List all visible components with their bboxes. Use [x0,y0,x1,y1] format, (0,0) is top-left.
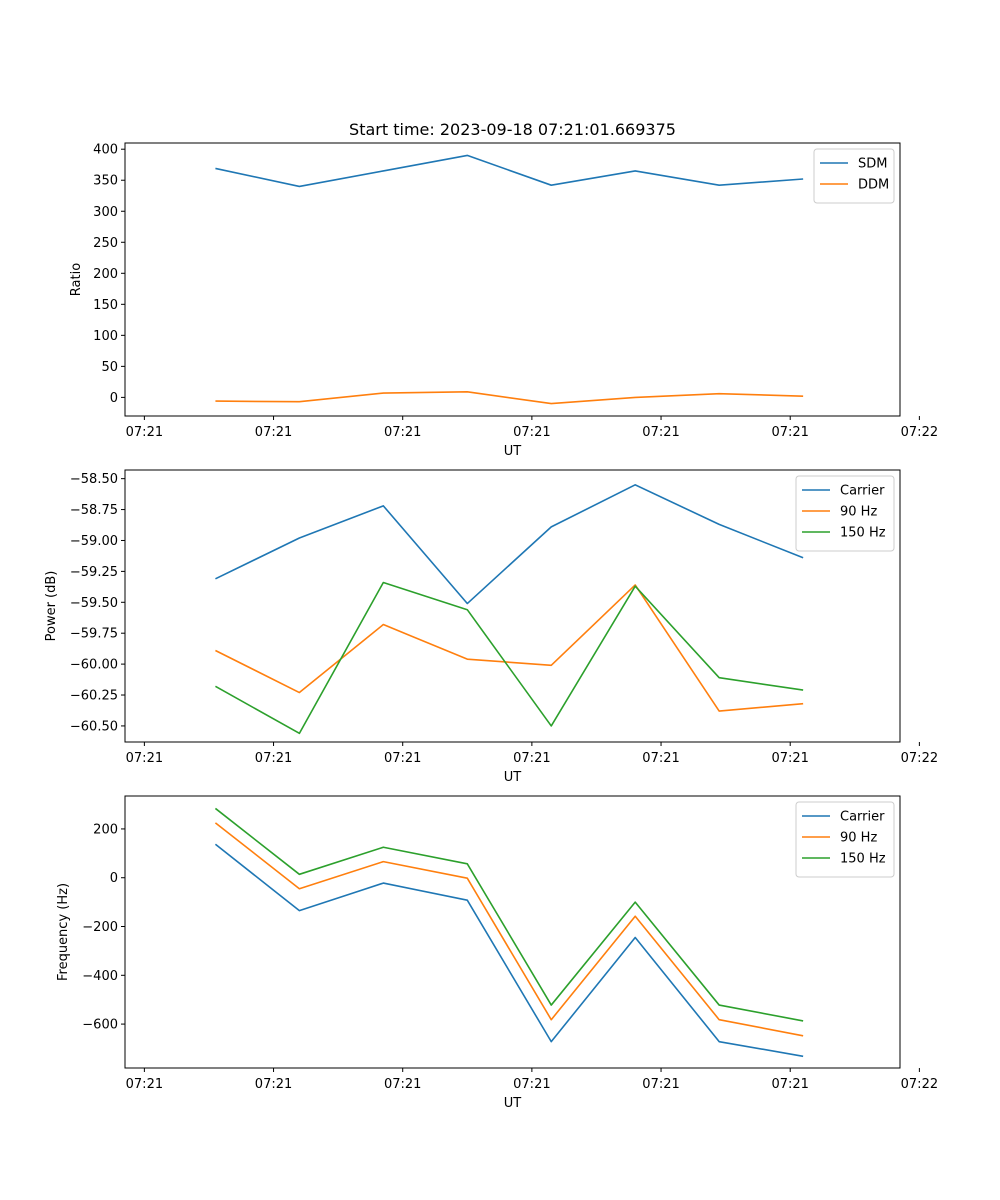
x-tick-label: 07:21 [126,425,163,440]
series-line-150-hz [215,581,804,735]
x-tick-label: 07:21 [642,425,679,440]
x-axis-label: UT [504,770,522,785]
y-tick-label: −60.00 [70,658,118,673]
x-tick-label: 07:21 [126,1077,163,1092]
y-tick-label: −58.75 [70,503,118,518]
y-tick-label: 300 [93,205,118,220]
series-line-carrier [214,843,804,1058]
y-tick-label: 350 [93,174,118,189]
x-tick-label: 07:22 [901,1077,938,1092]
chart-panel-3: 07:21 07:21 07:21 07:21 07:21 07:21 07:22 −600 −… [56,795,938,1111]
legend: Carrier 90 Hz 150 Hz [795,475,895,552]
legend-entry: 90 Hz [840,505,877,520]
legend-entry: 150 Hz [840,852,886,867]
legend-entry: 90 Hz [840,831,877,846]
legend-entry: 150 Hz [840,526,886,541]
legend-entry: Carrier [840,484,885,499]
series-line-90-hz [214,822,804,1037]
y-tick-label: 0 [110,871,118,886]
y-tick-label: −59.25 [70,565,118,580]
x-tick-label: 07:21 [513,1077,550,1092]
series-line-sdm [215,154,804,188]
x-tick-label: 07:22 [901,425,938,440]
y-tick-label: 0 [110,391,118,406]
x-tick-label: 07:21 [255,425,292,440]
y-axis-label: Frequency (Hz) [56,883,71,981]
plot-frame [124,142,901,417]
x-tick-label: 07:21 [771,751,808,766]
x-tick-label: 07:21 [642,751,679,766]
y-tick-label: −59.00 [70,534,118,549]
x-axis-label: UT [504,1096,522,1111]
series-line-150-hz [214,807,804,1022]
legend: SDM DDM [813,148,895,204]
series-line-90-hz [215,584,804,712]
x-tick-label: 07:21 [513,425,550,440]
y-tick-label: −60.25 [70,689,118,704]
y-tick-label: −59.50 [70,596,118,611]
x-tick-label: 07:22 [901,751,938,766]
legend-entry: Carrier [840,810,885,825]
y-tick-label: −400 [82,969,118,984]
series-line-carrier [215,484,804,605]
y-axis-label: Power (dB) [44,571,59,642]
y-tick-label: −200 [82,920,118,935]
legend-entry: SDM [858,157,887,172]
x-tick-label: 07:21 [126,751,163,766]
chart-panel-2: 07:21 07:21 07:21 07:21 07:21 07:21 07:22 −60.5… [44,469,938,785]
y-tick-label: 100 [93,329,118,344]
y-tick-label: 400 [93,143,118,158]
x-tick-label: 07:21 [255,751,292,766]
y-tick-label: −600 [82,1018,118,1033]
y-tick-label: 50 [101,360,118,375]
plot-frame [124,469,901,743]
x-tick-label: 07:21 [771,1077,808,1092]
x-tick-label: 07:21 [384,1077,421,1092]
x-tick-label: 07:21 [513,751,550,766]
y-tick-label: −60.50 [70,719,118,734]
legend: Carrier 90 Hz 150 Hz [795,801,895,878]
y-tick-label: 150 [93,298,118,313]
y-axis-label: Ratio [69,263,84,296]
y-tick-label: −59.75 [70,627,118,642]
plot-frame [124,795,901,1069]
y-tick-label: 200 [93,822,118,837]
x-tick-label: 07:21 [384,425,421,440]
y-tick-label: 200 [93,267,118,282]
x-tick-label: 07:21 [771,425,808,440]
legend-entry: DDM [858,178,889,193]
x-tick-label: 07:21 [255,1077,292,1092]
chart-panel-1: Start time: 2023-09-18 07:21:01.669375 07… [69,120,938,459]
y-tick-label: −58.50 [70,472,118,487]
x-tick-label: 07:21 [642,1077,679,1092]
x-tick-label: 07:21 [384,751,421,766]
series-line-ddm [215,390,804,405]
x-axis-label: UT [504,444,522,459]
y-tick-label: 250 [93,236,118,251]
chart-title: Start time: 2023-09-18 07:21:01.669375 [349,120,676,139]
